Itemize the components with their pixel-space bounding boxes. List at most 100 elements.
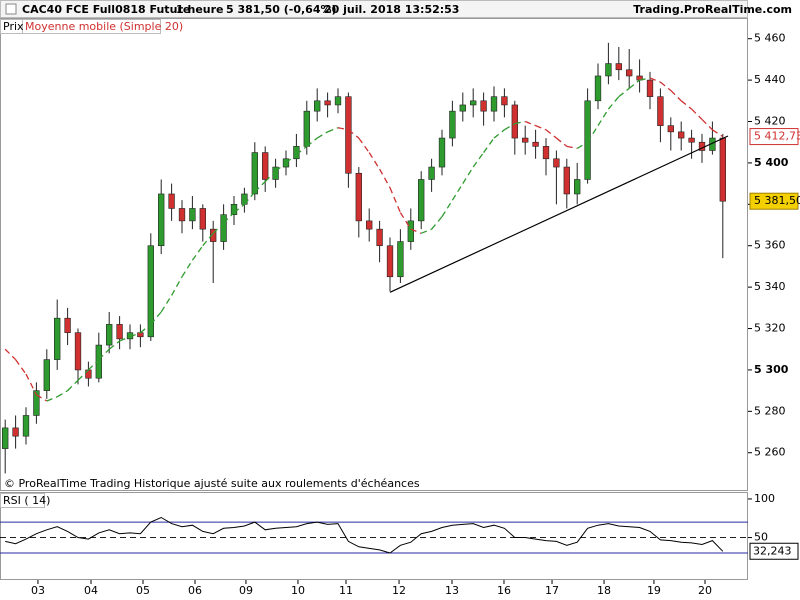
y-tick-label: 5 460 [754, 32, 786, 45]
ma-segment [181, 259, 193, 278]
x-tick-label: 19 [647, 584, 661, 597]
x-tick-label: 12 [392, 584, 406, 597]
trendline [389, 135, 729, 293]
candle-body [220, 214, 227, 242]
ma-segment [171, 276, 183, 296]
ma-segment [56, 390, 68, 398]
candle-body [376, 228, 383, 247]
candle-body [54, 317, 61, 360]
x-tick-label: 05 [136, 584, 150, 597]
rsi-title-box [0, 493, 45, 508]
y-tick-label: 5 340 [754, 280, 786, 293]
y-tick-label: 5 320 [754, 322, 786, 335]
candle-body [470, 100, 477, 106]
ma-segment [701, 118, 713, 131]
ma-segment [202, 232, 214, 247]
ma-segment [119, 336, 131, 342]
x-tick-label: 04 [84, 584, 98, 597]
candle-body [33, 390, 40, 416]
candle-body [553, 158, 560, 168]
y-tick-label: 5 260 [754, 446, 786, 459]
candle-body [334, 96, 342, 106]
ma-segment [139, 323, 152, 334]
ma-segment [576, 141, 588, 149]
note: © ProRealTime Trading Historique ajusté … [4, 477, 420, 490]
instrument: CAC40 FCE Full0818 Future [22, 3, 190, 16]
candle-body [345, 96, 352, 174]
candle-body [584, 100, 591, 180]
candle-body [199, 208, 206, 230]
last-price-box [749, 192, 799, 210]
ma-segment [46, 396, 58, 402]
ma-segment [420, 228, 432, 234]
candle-body [542, 146, 550, 160]
ma-segment [98, 348, 110, 361]
ma-segment [399, 212, 412, 230]
candle-body [168, 193, 175, 209]
candle-body [178, 208, 186, 222]
ma-segment [358, 137, 370, 153]
x-tick-label: 13 [445, 584, 459, 597]
ma-segment [680, 100, 693, 110]
ma-segment [379, 168, 391, 189]
candle-body [480, 100, 487, 112]
legend-ma: Moyenne mobile (Simple 20) [25, 20, 183, 33]
ma-segment [535, 125, 547, 131]
candle-body [366, 220, 373, 230]
legend-price: Prix [3, 20, 24, 33]
ma-segment [67, 379, 79, 392]
ma-segment [233, 203, 245, 214]
candle-body [386, 245, 394, 278]
ma-segment [451, 183, 464, 201]
period: 1 heure [176, 3, 224, 16]
ma-segment [514, 120, 526, 125]
candle-body [459, 104, 466, 112]
candle-body [719, 137, 726, 202]
ma-segment [87, 359, 100, 371]
candle-body [2, 427, 9, 449]
rsi-tick-label: 50 [754, 531, 768, 544]
ma-segment [275, 162, 287, 172]
ma-label: 5 412,73 [754, 130, 800, 143]
rsi-label-box [749, 542, 799, 560]
y-tick-label: 5 300 [754, 363, 789, 376]
candle-body [314, 100, 321, 112]
candle-body [490, 96, 498, 112]
candle-body [158, 193, 165, 247]
ma-segment [77, 369, 89, 381]
candle-body [438, 137, 446, 168]
ma-segment [212, 222, 225, 234]
x-tick-label: 06 [188, 584, 202, 597]
ma-segment [483, 137, 495, 153]
candle-body [532, 141, 539, 147]
ma-segment [712, 129, 724, 138]
ma-segment [597, 108, 609, 126]
ma-segment [285, 154, 297, 164]
ma-segment [306, 137, 318, 147]
candle-body [147, 245, 154, 338]
ma-segment [504, 123, 516, 131]
ma-segment [545, 129, 557, 139]
ma-segment [337, 127, 349, 131]
menu-icon[interactable] [5, 3, 17, 15]
candle-body [667, 125, 674, 133]
ma-segment [36, 394, 48, 402]
ma-segment [670, 89, 682, 102]
ma-label-box [749, 128, 799, 146]
candle-body [210, 228, 217, 242]
header-bar [0, 0, 748, 18]
candle-body [646, 79, 654, 97]
ma-segment [410, 228, 422, 234]
candle-body [428, 166, 435, 180]
x-tick-label: 11 [339, 584, 353, 597]
ma-segment [15, 359, 27, 375]
datetime: 20 juil. 2018 13:52:53 [324, 3, 459, 16]
rsi-panel [0, 492, 748, 580]
ma-segment [587, 125, 599, 143]
candle-body [22, 415, 30, 437]
candle-body [43, 359, 50, 391]
ma-segment [108, 340, 121, 350]
legend-box [22, 19, 161, 34]
